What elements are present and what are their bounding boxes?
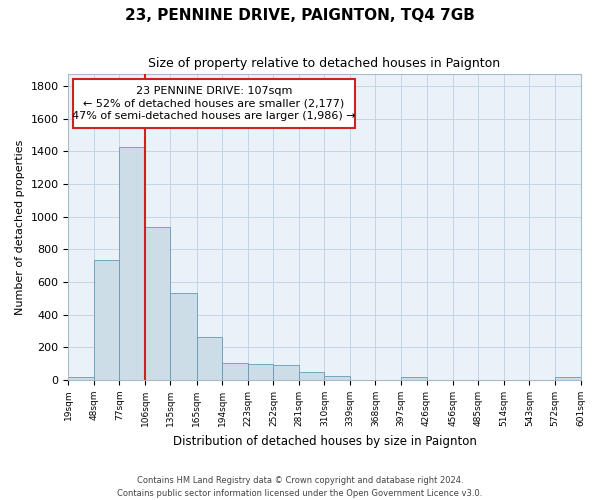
- Text: 23 PENNINE DRIVE: 107sqm: 23 PENNINE DRIVE: 107sqm: [136, 86, 292, 97]
- Bar: [197, 337, 223, 380]
- Bar: [274, 366, 299, 380]
- Bar: [119, 147, 145, 380]
- Bar: [325, 376, 350, 380]
- Bar: [94, 260, 119, 380]
- Text: 23, PENNINE DRIVE, PAIGNTON, TQ4 7GB: 23, PENNINE DRIVE, PAIGNTON, TQ4 7GB: [125, 8, 475, 22]
- Bar: [223, 363, 248, 380]
- X-axis label: Distribution of detached houses by size in Paignton: Distribution of detached houses by size …: [173, 434, 476, 448]
- Bar: [248, 364, 274, 380]
- Text: 47% of semi-detached houses are larger (1,986) →: 47% of semi-detached houses are larger (…: [72, 110, 356, 120]
- Bar: [68, 377, 94, 380]
- Title: Size of property relative to detached houses in Paignton: Size of property relative to detached ho…: [148, 58, 500, 70]
- Bar: [401, 377, 427, 380]
- Bar: [555, 377, 581, 380]
- Text: Contains HM Land Registry data © Crown copyright and database right 2024.
Contai: Contains HM Land Registry data © Crown c…: [118, 476, 482, 498]
- FancyBboxPatch shape: [73, 80, 355, 128]
- Text: ← 52% of detached houses are smaller (2,177): ← 52% of detached houses are smaller (2,…: [83, 98, 344, 108]
- Y-axis label: Number of detached properties: Number of detached properties: [15, 140, 25, 315]
- Bar: [145, 228, 170, 380]
- Bar: [299, 372, 325, 380]
- Bar: [170, 294, 197, 380]
